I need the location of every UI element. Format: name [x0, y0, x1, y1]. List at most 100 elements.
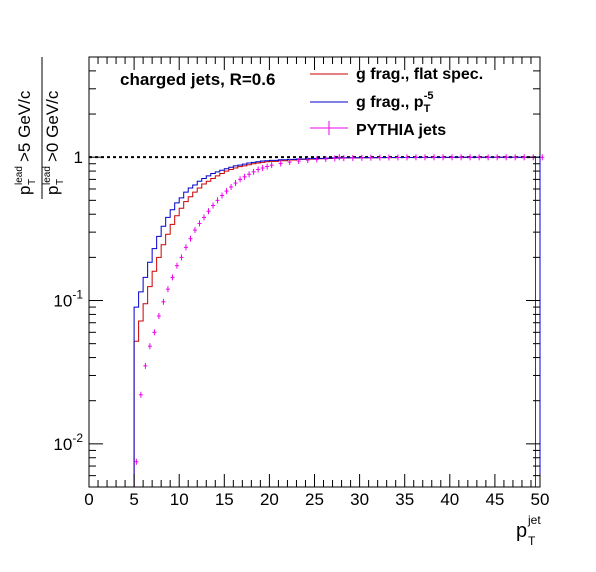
x-axis-ticks	[88, 57, 541, 487]
legend: g frag., flat spec. g frag., pT-5 PYTHIA j…	[310, 66, 483, 139]
data-point	[269, 162, 274, 169]
legend-label: g frag., pT-5	[356, 90, 433, 115]
data-point	[413, 154, 418, 161]
data-point	[229, 183, 234, 190]
x-tick-label: 15	[215, 490, 234, 509]
data-point	[350, 154, 355, 161]
x-tick-label: 5	[129, 490, 138, 509]
data-point	[242, 173, 247, 180]
legend-entry: PYTHIA jets	[310, 121, 446, 139]
data-point	[233, 180, 238, 187]
data-point	[265, 163, 270, 170]
data-point	[287, 159, 292, 166]
data-point	[238, 176, 243, 183]
y-axis-ticks	[89, 56, 540, 488]
svg-text:lead: lead	[14, 166, 25, 185]
data-point	[134, 458, 139, 465]
data-point	[504, 154, 509, 161]
data-point	[468, 154, 473, 161]
svg-text:p: p	[15, 186, 34, 195]
data-point	[386, 154, 391, 161]
x-tick-label: 50	[531, 490, 550, 509]
data-point	[202, 214, 207, 221]
y-tick-label: 10-2	[53, 431, 83, 454]
x-axis-tick-labels: 0 5 10 15 20 25 30 35 40 45 50	[84, 490, 549, 509]
data-point	[337, 154, 342, 161]
legend-label: PYTHIA jets	[356, 122, 446, 139]
svg-text:lead: lead	[42, 166, 53, 185]
y-axis-title-numerator: p lead T >5 GeV/c	[14, 90, 38, 195]
data-point	[174, 262, 179, 269]
chart-annotation: charged jets, R=0.6	[120, 70, 275, 89]
data-point	[486, 154, 491, 161]
y-tick-label: 1	[74, 148, 83, 167]
series-layer	[133, 154, 545, 488]
data-point	[395, 154, 400, 161]
plot-frame	[88, 56, 541, 488]
data-point	[147, 343, 152, 350]
legend-entry: g frag., flat spec.	[310, 66, 483, 83]
data-point	[260, 165, 265, 172]
data-point	[495, 154, 500, 161]
x-tick-label: 10	[170, 490, 189, 509]
x-tick-label: 35	[395, 490, 414, 509]
data-point	[314, 156, 319, 163]
data-point	[192, 227, 197, 234]
data-point	[215, 197, 220, 204]
data-point	[459, 154, 464, 161]
data-point	[540, 154, 545, 161]
data-point	[359, 154, 364, 161]
data-point	[296, 158, 301, 165]
y-axis-tick-labels: 10-2 10-1 1	[53, 148, 83, 454]
data-point	[197, 220, 202, 227]
x-tick-label: 30	[350, 490, 369, 509]
svg-text:jet: jet	[527, 513, 541, 527]
data-point	[183, 244, 188, 251]
svg-text:T: T	[27, 179, 38, 185]
svg-text:T: T	[528, 534, 536, 548]
data-point	[513, 154, 518, 161]
data-point	[278, 160, 283, 167]
data-point	[152, 329, 157, 336]
data-point	[432, 154, 437, 161]
data-point	[224, 188, 229, 195]
y-axis-title-denominator: p lead T >0 GeV/c	[42, 90, 66, 195]
y-axis-title: p lead T >5 GeV/c p lead T >0 GeV/c	[14, 57, 66, 199]
data-point	[170, 274, 175, 281]
x-axis-title: p jet T	[516, 513, 541, 548]
legend-label: g frag., flat spec.	[356, 66, 483, 83]
data-point	[450, 154, 455, 161]
data-point	[161, 298, 166, 305]
data-point	[422, 154, 427, 161]
data-point	[256, 166, 261, 173]
x-tick-label: 25	[305, 490, 324, 509]
svg-text:p: p	[43, 186, 62, 195]
legend-entry: g frag., pT-5	[310, 90, 433, 115]
data-point	[377, 154, 382, 161]
series-line-0	[133, 156, 540, 488]
data-point	[441, 154, 446, 161]
data-point	[156, 312, 161, 319]
x-tick-label: 45	[485, 490, 504, 509]
svg-text:p: p	[516, 520, 527, 542]
data-point	[323, 155, 328, 162]
data-point	[247, 171, 252, 178]
x-tick-label: 0	[84, 490, 93, 509]
data-point	[477, 154, 482, 161]
x-tick-label: 20	[260, 490, 279, 509]
y-tick-label: 10-1	[53, 288, 83, 311]
data-point	[368, 154, 373, 161]
series-line-1	[133, 156, 541, 487]
data-point	[522, 154, 527, 161]
data-point	[332, 155, 337, 162]
svg-text:T: T	[55, 179, 66, 185]
data-point	[404, 154, 409, 161]
x-tick-label: 40	[440, 490, 459, 509]
data-point	[220, 192, 225, 199]
svg-text:>5 GeV/c: >5 GeV/c	[15, 90, 34, 162]
data-point	[251, 168, 256, 175]
data-point	[341, 155, 346, 162]
data-point	[305, 157, 310, 164]
data-point	[138, 391, 143, 398]
